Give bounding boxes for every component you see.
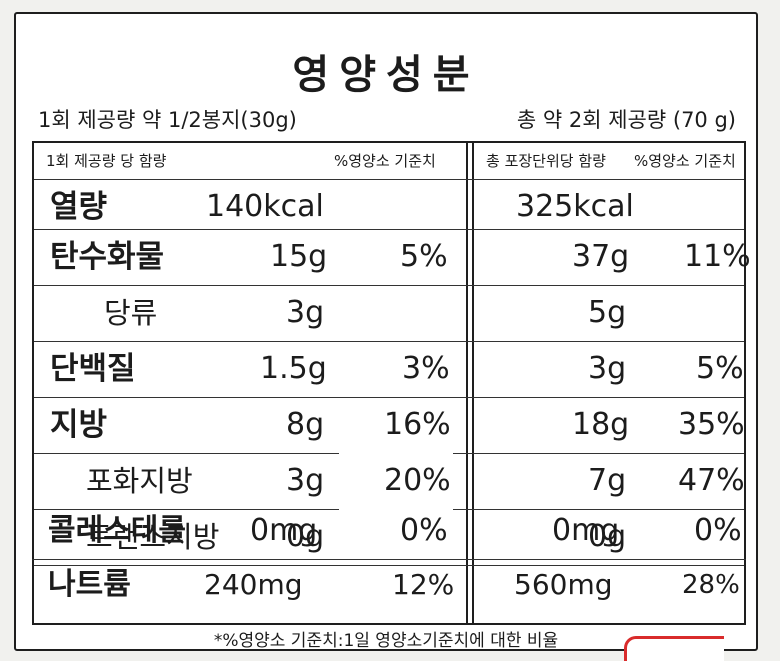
row-rule bbox=[34, 285, 744, 286]
total-servings: 총 약 2회 제공량 (70 g) bbox=[516, 108, 736, 132]
header-per-package: 총 포장단위당 함량 bbox=[486, 152, 606, 170]
row-label: 포화지방 bbox=[86, 464, 193, 498]
row-label: 지방 bbox=[50, 407, 108, 443]
serving-amount: 240mg bbox=[204, 568, 303, 601]
header-rule bbox=[34, 179, 744, 180]
serving-dv: 0% bbox=[400, 513, 448, 548]
nutrition-facts-panel: 영양성분 1회 제공량 약 1/2봉지(30g) 총 약 2회 제공량 (70 … bbox=[14, 12, 758, 651]
table-divider-right bbox=[472, 143, 474, 623]
package-dv: 0% bbox=[694, 513, 742, 548]
red-label-edge bbox=[624, 636, 724, 661]
serving-dv: 12% bbox=[392, 568, 455, 601]
package-amount: 7g bbox=[588, 463, 627, 498]
serving-dv: 3% bbox=[402, 351, 450, 386]
row-cholesterol-line: 콜레스테롤 0mg 0% 0mg 0% bbox=[32, 503, 746, 559]
serving-amount: 3g bbox=[286, 295, 325, 330]
package-amount: 325kcal bbox=[516, 189, 634, 224]
serving-amount: 0mg bbox=[250, 513, 318, 548]
header-dv-package: %영양소 기준치 bbox=[634, 152, 736, 170]
row-label: 단백질 bbox=[50, 351, 136, 387]
package-dv: 47% bbox=[678, 463, 745, 498]
row-label: 트랜스지방 bbox=[86, 520, 220, 554]
row-sodium: 나트륨 240mg 12% 560mg 28% bbox=[32, 559, 746, 611]
nutrition-title: 영양성분 bbox=[292, 52, 480, 98]
row-rule bbox=[452, 509, 744, 510]
row-rule bbox=[34, 229, 744, 230]
package-amount: 560mg bbox=[514, 568, 613, 601]
serving-amount: 3g bbox=[286, 463, 325, 498]
serving-amount: 8g bbox=[286, 407, 325, 442]
table-divider-left bbox=[466, 143, 468, 623]
package-dv: 5% bbox=[696, 351, 744, 386]
row-carbohydrate: 탄수화물 15g 5% 37g 11% bbox=[34, 229, 751, 285]
row-rule bbox=[34, 397, 744, 398]
package-amount: 3g bbox=[588, 351, 627, 386]
row-rule bbox=[32, 559, 746, 560]
package-dv: 28% bbox=[682, 570, 740, 600]
row-label: 당류 bbox=[104, 296, 158, 330]
row-calories: 열량 140kcal 325kcal bbox=[34, 179, 744, 235]
row-trans-fat: 트랜스지방 0g 0g bbox=[34, 509, 744, 565]
row-label: 열량 bbox=[50, 189, 108, 225]
row-protein: 단백질 1.5g 3% 3g 5% bbox=[34, 341, 744, 397]
row-rule bbox=[34, 565, 744, 566]
row-rule bbox=[34, 341, 744, 342]
serving-amount: 0g bbox=[286, 519, 325, 554]
header-dv-serving: %영양소 기준치 bbox=[334, 152, 436, 170]
serving-dv: 20% bbox=[384, 463, 451, 498]
serving-dv: 16% bbox=[384, 407, 451, 442]
serving-size: 1회 제공량 약 1/2봉지(30g) bbox=[38, 108, 297, 132]
row-saturated-fat: 포화지방 3g 20% 7g 47% bbox=[34, 453, 745, 509]
package-dv: 35% bbox=[678, 407, 745, 442]
row-label: 나트륨 bbox=[48, 567, 131, 602]
row-label: 탄수화물 bbox=[50, 239, 165, 275]
footnote: *%영양소 기준치:1일 영양소기준치에 대한 비율 bbox=[213, 631, 559, 651]
row-label: 콜레스테롤 bbox=[48, 513, 186, 548]
serving-amount: 15g bbox=[270, 239, 328, 274]
header-per-serving: 1회 제공량 당 함량 bbox=[46, 152, 167, 170]
package-dv: 11% bbox=[684, 239, 751, 274]
nutrition-table: 1회 제공량 당 함량 %영양소 기준치 총 포장단위당 함량 %영양소 기준치… bbox=[32, 141, 751, 625]
serving-amount: 140kcal bbox=[206, 189, 324, 224]
row-rule bbox=[452, 453, 744, 454]
row-fat: 지방 8g 16% 18g 35% bbox=[34, 397, 745, 453]
row-rule bbox=[34, 509, 340, 510]
package-amount: 0mg bbox=[552, 513, 620, 548]
package-amount: 37g bbox=[572, 239, 630, 274]
package-amount: 0g bbox=[588, 519, 627, 554]
row-rule bbox=[34, 453, 340, 454]
package-amount: 5g bbox=[588, 295, 627, 330]
serving-amount: 1.5g bbox=[260, 351, 327, 386]
row-sugars: 당류 3g 5g bbox=[34, 285, 744, 341]
serving-dv: 5% bbox=[400, 239, 448, 274]
package-amount: 18g bbox=[572, 407, 630, 442]
